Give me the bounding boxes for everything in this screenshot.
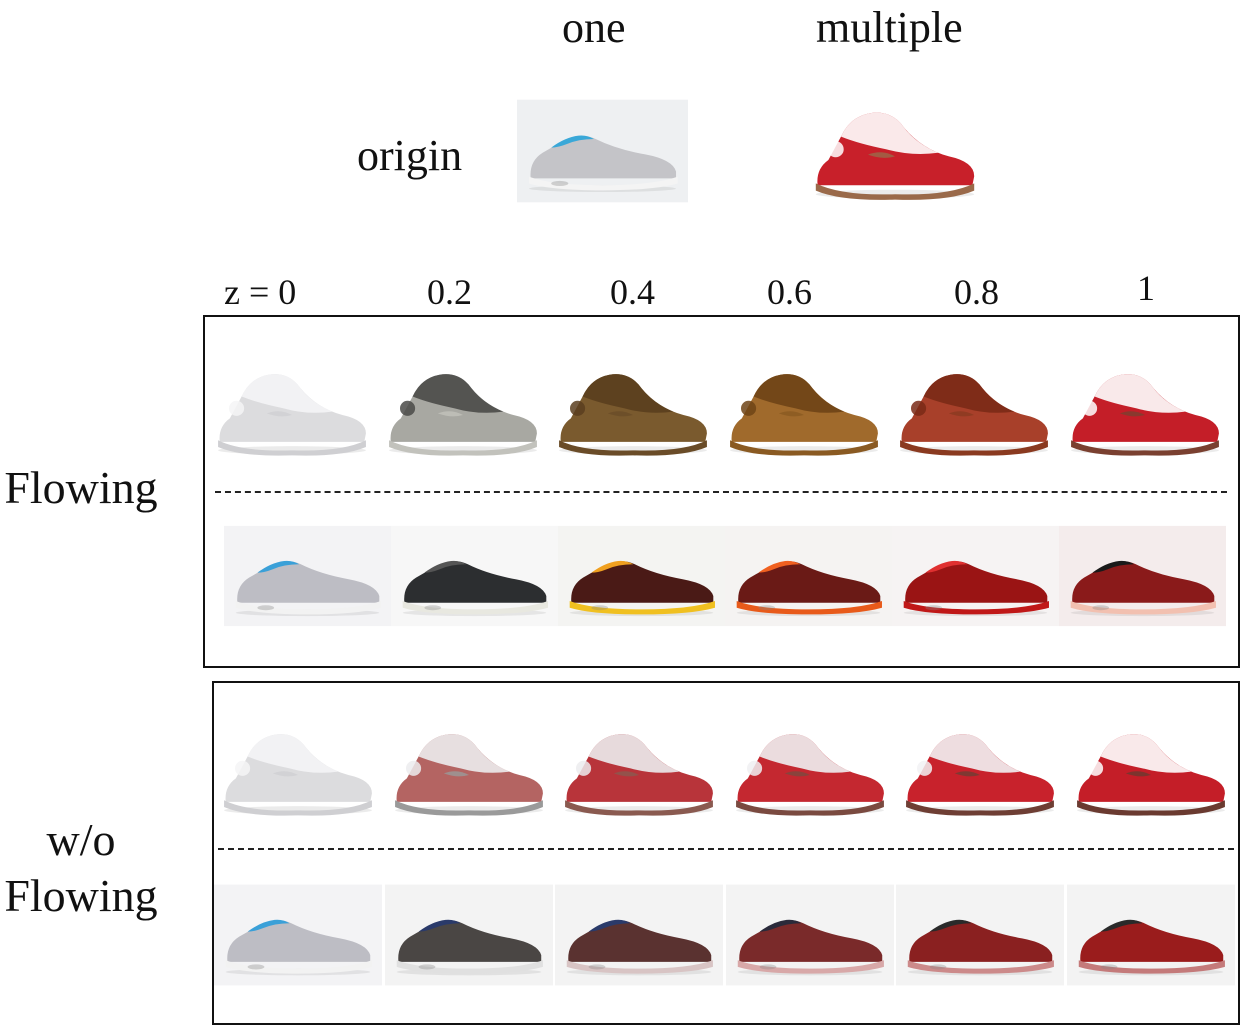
without-flowing-one-image-z4	[896, 880, 1064, 990]
flowing-one-image-z5	[1059, 521, 1226, 631]
z-label-1: 0.2	[427, 272, 472, 312]
z-label-3: 0.6	[767, 272, 812, 312]
column-header-one: one	[562, 3, 626, 52]
flowing-multiple-image-z4	[890, 346, 1058, 474]
flowing-one-image-z1	[391, 521, 558, 631]
row-label-origin: origin	[357, 131, 463, 180]
flowing-multiple-image-z5	[1060, 346, 1229, 474]
without-flowing-one-image-z5	[1066, 880, 1235, 990]
origin-one-image	[517, 94, 688, 208]
without-flowing-multiple-image-z2	[555, 706, 723, 834]
without-flowing-one-image-z0	[214, 880, 382, 990]
without-flowing-multiple-image-z0	[214, 706, 382, 834]
flowing-one-image-z0	[224, 521, 391, 631]
z-label-0: z = 0	[224, 272, 297, 312]
section-label-line: Flowing	[4, 870, 158, 921]
without-flowing-multiple-image-z5	[1066, 706, 1235, 834]
z-label-2: 0.4	[610, 272, 655, 312]
z-label-4: 0.8	[954, 272, 999, 312]
section-label-line: Flowing	[4, 462, 158, 513]
flowing-one-image-z4	[892, 521, 1059, 631]
flowing-divider	[215, 491, 1227, 493]
without-flowing-one-image-z2	[555, 880, 723, 990]
without-flowing-multiple-image-z1	[384, 706, 553, 834]
flowing-one-image-z3	[725, 521, 892, 631]
flowing-multiple-image-z0	[208, 346, 376, 474]
section-label-line: w/o	[46, 814, 116, 865]
flowing-multiple-image-z1	[378, 346, 547, 474]
flowing-multiple-image-z3	[719, 346, 888, 474]
without-flowing-divider	[218, 848, 1234, 850]
section-label-flowing: Flowing	[0, 460, 162, 516]
without-flowing-multiple-image-z4	[896, 706, 1064, 834]
flowing-multiple-image-z2	[549, 346, 717, 474]
origin-multiple-image	[805, 92, 985, 210]
column-header-multiple: multiple	[816, 3, 963, 52]
flowing-one-image-z2	[558, 521, 725, 631]
without-flowing-one-image-z3	[725, 880, 894, 990]
without-flowing-multiple-image-z3	[725, 706, 894, 834]
without-flowing-one-image-z1	[384, 880, 553, 990]
z-label-5: 1	[1137, 268, 1155, 308]
section-label-without-flowing: w/o Flowing	[0, 812, 162, 924]
